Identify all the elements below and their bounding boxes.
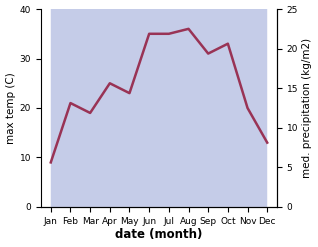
Y-axis label: med. precipitation (kg/m2): med. precipitation (kg/m2): [302, 38, 313, 178]
X-axis label: date (month): date (month): [115, 228, 203, 242]
Y-axis label: max temp (C): max temp (C): [5, 72, 16, 144]
